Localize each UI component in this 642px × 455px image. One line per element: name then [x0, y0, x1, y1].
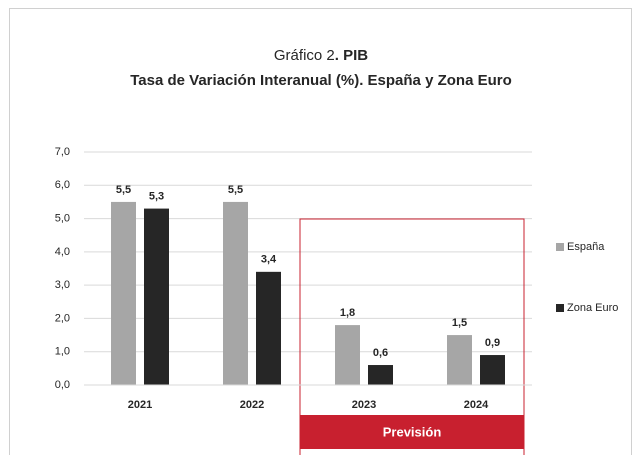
x-tick-label: 2022	[240, 399, 264, 411]
data-label: 0,6	[373, 347, 388, 359]
chart-subtitle: Tasa de Variación Interanual (%). España…	[130, 72, 512, 89]
legend-swatch	[556, 304, 564, 312]
y-tick-label: 7,0	[55, 146, 70, 158]
forecast-banner	[300, 415, 524, 449]
y-tick-label: 5,0	[55, 212, 70, 224]
forecast-label: Previsión	[383, 424, 442, 439]
y-tick-label: 3,0	[55, 279, 70, 291]
bar	[256, 271, 281, 385]
bar	[223, 201, 248, 385]
bar	[447, 335, 472, 385]
title-part: Gráfico 2	[274, 47, 335, 64]
title-part: . PIB	[335, 47, 369, 64]
data-label: 5,5	[116, 184, 131, 196]
bar	[335, 325, 360, 385]
x-tick-label: 2024	[464, 399, 489, 411]
y-tick-label: 1,0	[55, 346, 70, 358]
y-tick-label: 6,0	[55, 179, 70, 191]
data-label: 1,5	[452, 317, 467, 329]
data-label: 3,4	[261, 254, 277, 266]
forecast-box	[299, 218, 525, 455]
bar	[144, 208, 169, 385]
bar	[111, 201, 136, 385]
data-label: 1,8	[340, 307, 355, 319]
chart-border	[9, 8, 632, 455]
legend-label: España	[567, 241, 605, 253]
bar	[480, 355, 505, 385]
data-label: 5,3	[149, 190, 164, 202]
data-label: 5,5	[228, 184, 243, 196]
legend-label: Zona Euro	[567, 302, 618, 314]
y-tick-label: 0,0	[55, 379, 70, 391]
legend-swatch	[556, 243, 564, 251]
data-label: 0,9	[485, 337, 500, 349]
bar	[368, 365, 393, 385]
y-tick-label: 4,0	[55, 246, 70, 258]
chart-title: Gráfico 2. PIB	[274, 47, 368, 64]
x-tick-label: 2023	[352, 399, 376, 411]
x-tick-label: 2021	[128, 399, 152, 411]
y-tick-label: 2,0	[55, 312, 70, 324]
